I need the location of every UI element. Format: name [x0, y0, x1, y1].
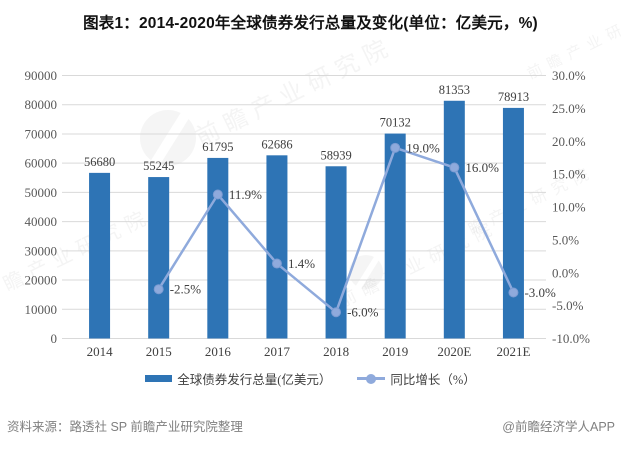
left-axis-tick-label: 70000 — [25, 126, 58, 141]
bar-value-label: 55245 — [143, 159, 174, 173]
right-axis-tick-label: 15.0% — [552, 167, 586, 182]
combo-chart: 0 10000 20000 30000 40000 50000 60000 70000 8000… — [25, 68, 591, 359]
line-marker-2019 — [390, 142, 401, 153]
bar-2015 — [148, 177, 170, 339]
line-marker-2016 — [212, 189, 223, 200]
bar-value-label: 78913 — [498, 90, 529, 104]
right-axis-tick-label: 30.0% — [552, 68, 586, 83]
x-axis-label-2016: 2016 — [205, 344, 232, 359]
right-axis-tick-label: 5.0% — [552, 232, 579, 247]
legend-label-total-issuance: 全球债券发行总量(亿美元） — [177, 373, 332, 387]
left-axis-tick-label: 80000 — [25, 97, 58, 112]
bar-2014 — [89, 172, 111, 339]
line-value-label: 16.0% — [465, 160, 499, 175]
left-axis-tick-label: 10000 — [25, 302, 58, 317]
bar-value-label: 62686 — [261, 137, 292, 151]
right-axis-tick-label: 10.0% — [552, 200, 586, 215]
bar-value-label: 58939 — [320, 148, 351, 162]
line-marker-2017 — [271, 258, 282, 269]
left-axis-tick-label: 50000 — [25, 185, 58, 200]
x-axis-label-2019: 2019 — [382, 344, 408, 359]
line-series-swatch-icon — [357, 373, 386, 384]
bar-2019 — [384, 133, 406, 339]
line-value-label: 19.0% — [406, 140, 440, 155]
bar-2020E — [443, 100, 465, 339]
line-marker-2020E — [449, 162, 460, 173]
x-axis-label-2018: 2018 — [323, 344, 349, 359]
left-axis-tick-label: 20000 — [25, 273, 58, 288]
chart-title: 图表1：2014-2020年全球债券发行总量及变化(单位：亿美元，%) — [83, 15, 538, 32]
right-axis-tick-label: -5.0% — [552, 298, 584, 313]
left-axis-tick-label: 30000 — [25, 243, 58, 258]
right-axis-tick-label: 0.0% — [552, 265, 579, 280]
x-axis-label-2020E: 2020E — [437, 344, 471, 359]
bar-value-label: 56680 — [84, 155, 115, 169]
bar-2021E — [502, 107, 524, 339]
x-axis-label-2014: 2014 — [87, 344, 114, 359]
legend-item-total-issuance: 全球债券发行总量(亿美元） — [145, 369, 331, 388]
bar-series-swatch-icon — [145, 375, 173, 382]
x-axis-label-2015: 2015 — [146, 344, 172, 359]
right-axis-tick-label: 20.0% — [552, 134, 586, 149]
x-axis-label-2021E: 2021E — [496, 344, 530, 359]
right-axis-tick-label: -10.0% — [552, 331, 590, 346]
bar-value-label: 70132 — [380, 116, 411, 130]
bar-2017 — [266, 155, 288, 339]
x-axis-label-2017: 2017 — [264, 344, 291, 359]
bar-2016 — [207, 157, 229, 339]
line-value-label: -2.5% — [170, 282, 202, 297]
line-marker-2015 — [153, 284, 164, 295]
line-value-label: 1.4% — [288, 256, 315, 271]
left-axis-tick-label: 60000 — [25, 156, 58, 171]
line-value-label: -3.0% — [524, 285, 556, 300]
left-axis-tick-label: 90000 — [25, 68, 58, 83]
line-marker-2018 — [331, 307, 342, 318]
left-axis-tick-label: 0 — [51, 331, 58, 346]
legend-label-yoy-growth: 同比增长（%） — [390, 373, 476, 387]
line-value-label: 11.9% — [229, 187, 262, 202]
line-value-label: -6.0% — [347, 305, 379, 320]
brand-text: @前瞻经济学人APP — [502, 420, 615, 434]
legend-item-yoy-growth: 同比增长（%） — [357, 369, 476, 388]
source-text: 资料来源：路透社 SP 前瞻产业研究院整理 — [7, 420, 243, 434]
chart-footer: 资料来源：路透社 SP 前瞻产业研究院整理 @前瞻经济学人APP — [7, 416, 615, 435]
chart-legend: 全球债券发行总量(亿美元） 同比增长（%） — [0, 369, 621, 388]
right-axis-tick-label: 25.0% — [552, 101, 586, 116]
bar-value-label: 81353 — [439, 83, 470, 97]
left-axis-tick-label: 40000 — [25, 214, 58, 229]
line-marker-2021E — [508, 287, 519, 298]
bar-value-label: 61795 — [202, 140, 233, 154]
